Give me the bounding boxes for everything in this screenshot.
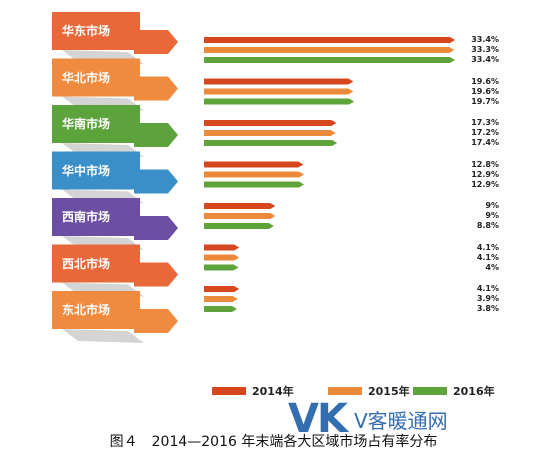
- bar-1-0: [204, 78, 354, 85]
- bar-1-2: [204, 98, 355, 105]
- legend-swatch-2016: [413, 387, 447, 395]
- region-arrow-tab-1: [134, 76, 178, 101]
- region-label-2: 华南市场: [62, 117, 111, 131]
- region-arrow-tab-3: [134, 169, 178, 194]
- value-label-5-0: 4.1%: [476, 242, 499, 252]
- region-arrow-tab-2: [134, 123, 178, 147]
- bar-0-2: [204, 57, 455, 63]
- value-label-1-0: 19.6%: [471, 76, 499, 86]
- bar-0-1: [204, 47, 455, 53]
- bar-5-0: [204, 244, 240, 251]
- region-arrow-tab-4: [134, 216, 178, 240]
- value-label-4-2: 8.8%: [476, 221, 499, 230]
- bar-6-0: [204, 286, 240, 292]
- bar-2-1: [204, 130, 336, 136]
- value-label-4-0: 9%: [485, 201, 499, 210]
- bar-2-0: [204, 120, 337, 126]
- bar-5-1: [204, 254, 240, 261]
- value-label-1-2: 19.7%: [471, 96, 499, 106]
- bar-3-1: [204, 171, 305, 178]
- bar-5-2: [204, 264, 239, 271]
- ribbon-fold-6: [62, 329, 144, 343]
- region-ribbon-2: [52, 105, 140, 143]
- bar-2-2: [204, 140, 338, 146]
- legend-label-2015: 2015年: [368, 385, 410, 398]
- watermark-site-name: V客暖通网: [353, 408, 448, 433]
- region-ribbon-3: [52, 151, 140, 190]
- value-label-3-0: 12.8%: [471, 159, 499, 169]
- value-label-6-1: 3.9%: [476, 294, 499, 303]
- value-label-3-2: 12.9%: [471, 179, 499, 189]
- value-label-2-1: 17.2%: [471, 128, 499, 137]
- legend-item-2016: 2016年: [413, 384, 495, 398]
- bar-0-0: [204, 37, 455, 43]
- legend-item-2014: 2014年: [212, 384, 294, 398]
- region-label-6: 东北市场: [62, 303, 111, 317]
- region-ribbon-5: [52, 244, 140, 283]
- bar-3-2: [204, 181, 305, 188]
- region-ribbon-1: [52, 58, 140, 97]
- figure-caption: 图４ 2014—2016 年末端各大区域市场占有率分布: [109, 434, 438, 450]
- bar-4-1: [204, 213, 276, 219]
- region-label-1: 华北市场: [62, 70, 111, 85]
- legend-label-2016: 2016年: [453, 385, 495, 398]
- region-ribbon-4: [52, 198, 140, 236]
- region-ribbon-6: [52, 291, 140, 329]
- legend-swatch-2015: [328, 387, 362, 395]
- region-label-0: 华东市场: [62, 24, 111, 38]
- value-label-2-0: 17.3%: [471, 118, 499, 127]
- value-label-5-1: 4.1%: [476, 252, 499, 262]
- bar-3-0: [204, 161, 304, 168]
- legend-item-2015: 2015年: [328, 384, 410, 398]
- bar-4-2: [204, 223, 274, 229]
- region-arrow-tab-6: [134, 309, 178, 333]
- value-label-3-1: 12.9%: [471, 169, 499, 179]
- bar-6-1: [204, 296, 238, 302]
- legend-label-2014: 2014年: [252, 385, 294, 398]
- value-label-5-2: 4%: [485, 262, 499, 272]
- value-label-0-0: 33.4%: [471, 35, 499, 44]
- value-label-6-0: 4.1%: [476, 284, 499, 293]
- value-label-1-1: 19.6%: [471, 86, 499, 96]
- legend-swatch-2014: [212, 387, 246, 395]
- region-label-3: 华中市场: [62, 163, 111, 178]
- region-arrow-tab-0: [134, 30, 178, 54]
- region-arrow-tab-5: [134, 262, 178, 287]
- bar-6-2: [204, 306, 237, 312]
- value-label-6-2: 3.8%: [476, 304, 499, 313]
- bar-4-0: [204, 203, 276, 209]
- value-label-2-2: 17.4%: [471, 138, 499, 147]
- bar-1-1: [204, 88, 354, 95]
- region-ribbon-0: [52, 12, 140, 50]
- region-label-4: 西南市场: [62, 210, 111, 224]
- watermark-logo: VK V客暖通网: [288, 396, 448, 442]
- value-label-4-1: 9%: [485, 211, 499, 220]
- region-label-5: 西北市场: [62, 256, 111, 271]
- value-label-0-1: 33.3%: [471, 45, 499, 54]
- value-label-0-2: 33.4%: [471, 55, 499, 64]
- watermark-vk-logo: VK: [288, 396, 348, 442]
